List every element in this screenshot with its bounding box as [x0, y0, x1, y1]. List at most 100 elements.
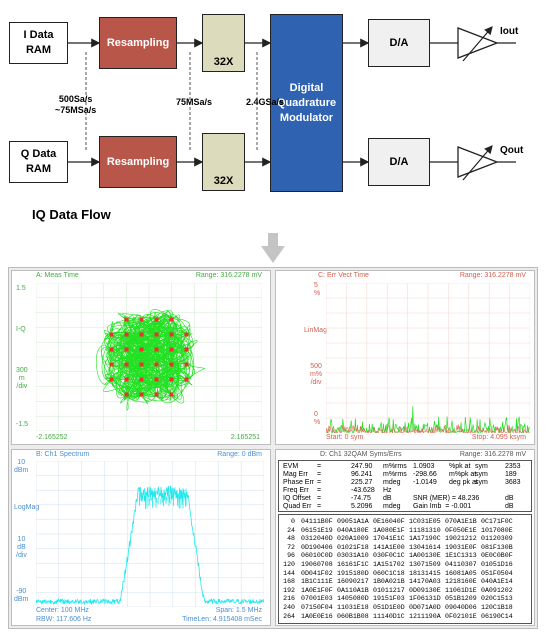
symbol-value: 19151F03 — [373, 595, 405, 603]
error-trace — [326, 406, 530, 433]
symbol-index: 168 — [283, 578, 295, 586]
y-label-bottom: -1.5 — [16, 421, 29, 428]
y-label-scale: 500 m% /div — [310, 363, 323, 386]
constellation-point — [154, 362, 159, 367]
symbol-value: 141A1E00 — [373, 543, 405, 551]
symbol-index: 192 — [283, 586, 295, 594]
pane-range: Range: 316.2278 mV — [459, 272, 526, 279]
analyzer-display: A: Meas Time Range: 316.2278 mV 1.5 I-Q … — [8, 267, 538, 629]
symbol-value: 1A080E1F — [373, 526, 405, 534]
symbol-value: 040A1E14 — [481, 578, 513, 586]
constellation-point — [169, 332, 174, 337]
metric-cell: = — [317, 487, 322, 494]
metrics-table: EVM = 247.90 m%rms 1.0903 %pk at sym 2353 Mag Er… — [278, 460, 532, 512]
pane-title: B: Ch1 Spectrum — [36, 451, 90, 458]
symbol-value: 1F06131D — [409, 595, 441, 603]
symbol-index: 0 — [287, 518, 295, 525]
rate-label-resample: 75MSa/s — [176, 97, 213, 107]
metric-cell: sym — [475, 463, 488, 470]
symbol-value: 0D09130E — [409, 586, 441, 594]
metric-cell: IQ Offset — [283, 495, 311, 502]
pane-spectrum: B: Ch1 Spectrum Range: 0 dBm 10 dBm LogM… — [11, 449, 271, 626]
symbol-value: 051F0504 — [481, 569, 513, 577]
symbol-value: 09051A1A — [337, 518, 369, 525]
constellation-point — [124, 392, 129, 397]
symbol-value: 13041614 — [409, 543, 441, 551]
constellation-point — [169, 317, 174, 322]
constellation-point — [109, 332, 114, 337]
y-label-axis: I-Q — [16, 326, 26, 333]
symbol-value: 0312040D — [301, 535, 333, 543]
i-dac: D/A — [368, 19, 430, 67]
symbol-value: 13071509 — [409, 561, 441, 568]
constellation-point — [169, 362, 174, 367]
amplifier-icon — [457, 146, 499, 178]
constellation-point — [124, 377, 129, 382]
symbol-value: 09040D06 — [445, 604, 477, 611]
constellation-point — [184, 332, 189, 337]
symbol-value: 060B1B08 — [337, 612, 369, 620]
symbol-index: 48 — [287, 535, 295, 543]
spectrum-trace — [36, 485, 264, 606]
symbol-value: 1211190A — [409, 612, 441, 620]
y-label-top: 10 dBm — [14, 459, 29, 474]
y-label-scale: 10 dB /div — [16, 536, 27, 559]
symbol-value: 0A091202 — [481, 586, 513, 594]
symbol-value: 0D190406 — [301, 543, 333, 551]
metric-cell: %pk at — [449, 463, 471, 470]
symbol-value: 1218160E — [445, 578, 477, 586]
constellation-point — [124, 332, 129, 337]
symbol-value: 04110307 — [445, 561, 477, 568]
i-data-ram: I Data RAM — [9, 22, 68, 64]
symbol-value: 1C031E05 — [409, 518, 441, 525]
symbol-value: 0F02101E — [445, 612, 477, 620]
metric-cell: 225.27 — [351, 479, 373, 486]
metric-cell: = — [317, 471, 322, 478]
error-trace-secondary — [326, 423, 530, 433]
qout-label: Qout — [500, 145, 524, 156]
symbol-value: 0E0C0B0F — [481, 552, 513, 560]
constellation-point — [184, 377, 189, 382]
metric-cell: 3683 — [505, 479, 521, 486]
symbol-value: 17041E1C — [373, 535, 405, 543]
symbol-value: 1A00130E — [409, 552, 441, 560]
y-label-bottom: -90 dBm — [14, 588, 29, 603]
symbol-value: 01120309 — [481, 535, 513, 543]
constellation-plot — [36, 283, 262, 431]
metric-cell: m%pk at — [449, 471, 477, 478]
symbol-index: 264 — [283, 612, 295, 620]
pane-title: A: Meas Time — [36, 272, 79, 279]
error-vector-plot — [326, 283, 530, 433]
metric-cell: 189 — [505, 471, 517, 478]
symbol-value: 1E1C1313 — [445, 552, 477, 560]
symbol-value: 1017080E — [481, 526, 513, 534]
symbol-value: 051B1209 — [445, 595, 477, 603]
metric-cell: = — [317, 503, 322, 510]
pane-range: Range: 316.2278 mV — [459, 451, 526, 458]
symbol-value: 1A0E1F0F — [301, 586, 333, 594]
metric-cell: Quad Err — [283, 503, 312, 510]
diagram-title: IQ Data Flow — [32, 207, 111, 222]
symbol-index: 72 — [287, 543, 295, 551]
metric-cell: -74.75 — [351, 495, 371, 502]
constellation-point — [184, 362, 189, 367]
symbol-value: 03031A10 — [337, 552, 369, 560]
pane-syms-errs: D: Ch1 32QAM Syms/Errs Range: 316.2278 m… — [275, 449, 535, 626]
constellation-point — [139, 332, 144, 337]
constellation-point — [154, 347, 159, 352]
symbol-value: 0A110A1B — [337, 586, 369, 594]
metric-cell: 1.0903 — [413, 463, 435, 470]
constellation-point — [139, 362, 144, 367]
constellation-point — [154, 332, 159, 337]
symbol-value: 1A151702 — [373, 561, 405, 568]
symbol-value: 04111B0F — [301, 518, 333, 525]
amplifier-gain-arrow — [462, 145, 493, 181]
symbol-value: 1915180D — [337, 569, 369, 577]
metric-cell: 247.90 — [351, 463, 373, 470]
constellation-point — [139, 347, 144, 352]
symbol-value: 1A0E0E16 — [301, 612, 333, 620]
metric-cell: = — [317, 463, 322, 470]
pane-err-vect-time: C: Err Vect Time Range: 316.2278 mV 5 % … — [275, 270, 535, 445]
symbol-value: 0E16040F — [373, 518, 405, 525]
x-label-start: Start: 0 sym — [326, 434, 364, 441]
